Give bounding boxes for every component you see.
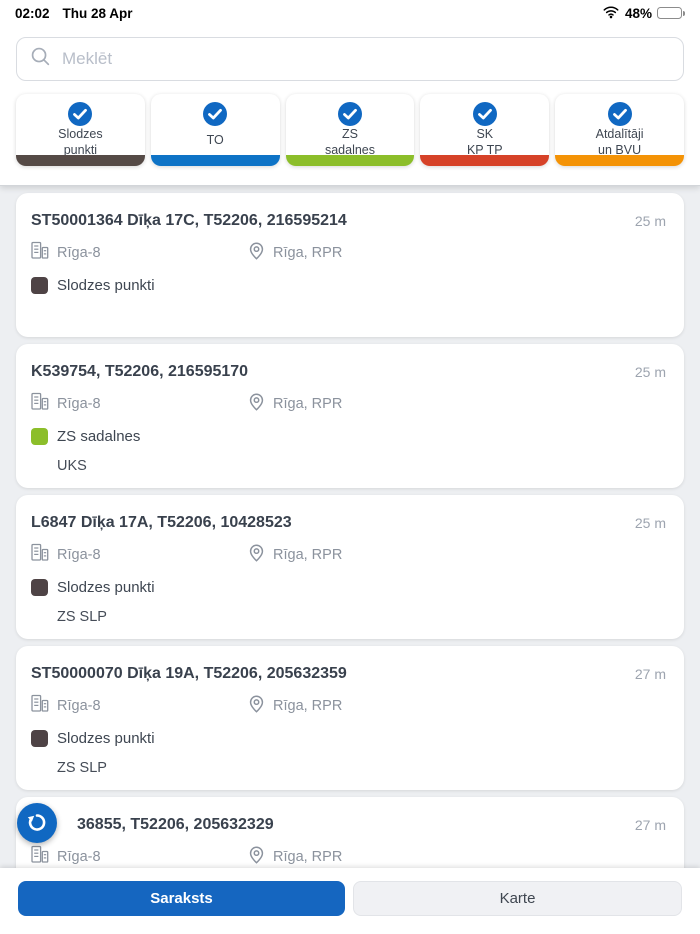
location-pin-icon [248, 544, 265, 566]
check-circle-icon [607, 102, 632, 126]
item-org: Rīga-8 [57, 697, 101, 714]
list-view-button[interactable]: Saraksts [18, 881, 345, 916]
building-icon [31, 241, 49, 264]
item-distance: 25 m [634, 515, 666, 531]
check-circle-icon [68, 102, 93, 126]
item-subtype: ZS SLP [57, 760, 107, 776]
item-category: Slodzes punkti [31, 579, 664, 596]
location-pin-icon [248, 393, 265, 415]
item-title: 36855, T52206, 205632329 [77, 816, 274, 833]
building-icon [31, 543, 49, 566]
rotate-ccw-icon [25, 810, 49, 837]
item-region: Rīga, RPR [273, 546, 343, 563]
search-input[interactable] [62, 49, 670, 69]
battery-icon [657, 7, 685, 19]
item-region: Rīga, RPR [273, 848, 343, 865]
filter-chip[interactable]: Slodzes punkti [16, 94, 145, 166]
item-title: ST50001364 Dīķa 17C, T52206, 216595214 [31, 212, 347, 229]
item-title: ST50000070 Dīķa 19A, T52206, 205632359 [31, 665, 347, 682]
item-distance: 27 m [634, 666, 666, 682]
item-region: Rīga, RPR [273, 244, 343, 261]
item-category: Slodzes punkti [31, 730, 664, 747]
item-subtype: ZS SLP [57, 609, 107, 625]
filter-chip-label: SK KP TP [466, 127, 503, 157]
item-org: Rīga-8 [57, 395, 101, 412]
search-bar [16, 37, 684, 81]
location-pin-icon [248, 695, 265, 717]
status-date: Thu 28 Apr [62, 5, 133, 21]
map-view-button[interactable]: Karte [353, 881, 682, 916]
filter-chip[interactable]: SK KP TP [420, 94, 550, 166]
category-color-swatch [31, 277, 48, 294]
item-org: Rīga-8 [57, 546, 101, 563]
item-distance: 27 m [634, 817, 666, 833]
filter-color-bar [420, 155, 550, 166]
refresh-button[interactable] [17, 803, 57, 843]
filter-color-bar [16, 155, 145, 166]
list-item[interactable]: ST50001364 Dīķa 17C, T52206, 216595214 2… [16, 193, 684, 337]
item-region: Rīga, RPR [273, 395, 343, 412]
category-label: Slodzes punkti [57, 730, 155, 747]
building-icon [31, 694, 49, 717]
filter-chip-label: TO [206, 133, 224, 147]
filter-chip-row: Slodzes punkti TO ZS sadalnes [16, 94, 684, 166]
battery-percent: 48% [624, 5, 652, 21]
item-title: K539754, T52206, 216595170 [31, 363, 249, 380]
status-bar: 02:02 Thu 28 Apr 48% [0, 0, 700, 24]
category-color-swatch [31, 730, 48, 747]
search-icon [30, 46, 51, 72]
category-label: Slodzes punkti [57, 579, 155, 596]
item-category: ZS sadalnes [31, 428, 664, 445]
list-item[interactable]: L6847 Dīķa 17A, T52206, 10428523 25 m Rī… [16, 495, 684, 639]
item-org: Rīga-8 [57, 244, 101, 261]
item-subtype: UKS [57, 458, 87, 474]
list-item[interactable]: ST50000070 Dīķa 19A, T52206, 205632359 2… [16, 646, 684, 790]
item-title: L6847 Dīķa 17A, T52206, 10428523 [31, 514, 292, 531]
view-toggle-bar: Saraksts Karte [0, 868, 700, 934]
filter-color-bar [555, 155, 684, 166]
filter-color-bar [150, 155, 280, 166]
filter-chip-label: Slodzes punkti [58, 127, 103, 157]
status-time: 02:02 [15, 5, 50, 21]
wifi-icon [602, 5, 620, 22]
location-pin-icon [248, 242, 265, 264]
filter-chip[interactable]: TO [150, 94, 280, 166]
item-region: Rīga, RPR [273, 697, 343, 714]
check-circle-icon [472, 102, 497, 126]
location-pin-icon [248, 846, 265, 868]
item-org: Rīga-8 [57, 848, 101, 865]
category-color-swatch [31, 428, 48, 445]
list-item[interactable]: K539754, T52206, 216595170 25 m Rīga-8 [16, 344, 684, 488]
category-color-swatch [31, 579, 48, 596]
filter-color-bar [285, 155, 415, 166]
filter-chip-label: ZS sadalnes [324, 127, 376, 157]
category-label: Slodzes punkti [57, 277, 155, 294]
category-label: ZS sadalnes [57, 428, 141, 445]
filter-chip[interactable]: ZS sadalnes [285, 94, 415, 166]
check-circle-icon [203, 102, 228, 126]
item-distance: 25 m [634, 213, 666, 229]
check-circle-icon [337, 102, 362, 126]
filter-chip[interactable]: Atdalītāji un BVU [555, 94, 684, 166]
building-icon [31, 845, 49, 868]
item-distance: 25 m [634, 364, 666, 380]
item-category: Slodzes punkti [31, 277, 664, 294]
header: 02:02 Thu 28 Apr 48% [0, 0, 700, 185]
building-icon [31, 392, 49, 415]
filter-chip-label: Atdalītāji un BVU [595, 127, 644, 157]
result-list: ST50001364 Dīķa 17C, T52206, 216595214 2… [16, 193, 684, 934]
